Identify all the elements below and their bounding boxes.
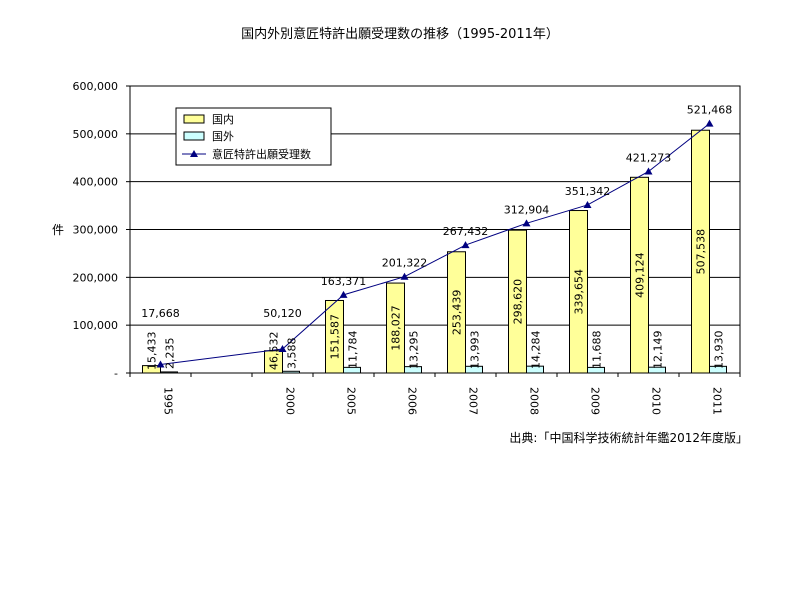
total-point-marker	[705, 119, 714, 127]
total-point-marker	[400, 272, 409, 280]
data-label-domestic: 409,124	[634, 252, 647, 298]
legend-label-total: 意匠特許出願受理数	[212, 147, 311, 161]
data-label-domestic: 46,532	[268, 332, 281, 371]
data-label-total: 351,342	[565, 185, 611, 198]
x-tick-label: 2008	[528, 387, 541, 415]
y-tick-label: 400,000	[73, 176, 119, 189]
y-tick-label: 600,000	[73, 80, 119, 93]
data-label-foreign: 14,284	[530, 331, 543, 370]
legend-label-foreign: 国外	[212, 130, 234, 143]
source-note: 出典:「中国科学技術統計年鑑2012年度版」	[509, 430, 748, 445]
legend: 国内 国外 意匠特許出願受理数	[175, 107, 332, 166]
data-label-domestic: 188,027	[390, 305, 403, 351]
data-label-total: 521,468	[687, 104, 733, 117]
total-point-marker	[461, 241, 470, 249]
data-label-total: 312,904	[504, 203, 550, 216]
data-label-foreign: 3,588	[286, 338, 299, 370]
data-label-domestic: 298,620	[512, 279, 525, 325]
data-label-foreign: 13,295	[408, 331, 421, 370]
data-label-domestic: 15,433	[146, 332, 159, 371]
total-point-marker	[339, 290, 348, 298]
y-tick-label: 300,000	[73, 224, 119, 237]
x-tick-label: 2006	[406, 387, 419, 415]
data-label-domestic: 339,654	[573, 269, 586, 315]
data-label-foreign: 13,930	[713, 331, 726, 370]
total-point-marker	[156, 360, 165, 368]
legend-marker-triangle-icon	[190, 150, 198, 157]
y-tick-label: 200,000	[73, 271, 119, 284]
data-label-total: 267,432	[443, 225, 489, 238]
total-point-marker	[583, 200, 592, 208]
x-tick-label: 2000	[284, 387, 297, 415]
data-label-foreign: 11,784	[347, 331, 360, 370]
x-tick-label: 1995	[162, 387, 175, 415]
x-tick-label: 2011	[711, 387, 724, 415]
data-label-foreign: 12,149	[652, 331, 665, 370]
data-label-domestic: 507,538	[695, 229, 708, 275]
data-label-total: 421,273	[626, 151, 672, 164]
x-tick-label: 2005	[345, 387, 358, 415]
y-tick-label: 100,000	[73, 319, 119, 332]
data-label-total: 17,668	[141, 307, 180, 320]
data-label-foreign: 11,688	[591, 331, 604, 370]
x-tick-label: 2009	[589, 387, 602, 415]
legend-swatch-foreign	[183, 131, 205, 141]
data-label-total: 201,322	[382, 257, 428, 270]
chart-title: 国内外別意匠特許出願受理数の推移（1995-2011年）	[241, 26, 559, 42]
y-tick-label: 500,000	[73, 128, 119, 141]
x-tick-label: 2010	[650, 387, 663, 415]
data-label-domestic: 151,587	[329, 314, 342, 360]
legend-label-domestic: 国内	[212, 112, 234, 126]
data-label-domestic: 253,439	[451, 290, 464, 336]
total-point-marker	[644, 167, 653, 175]
legend-swatch-domestic	[183, 114, 205, 124]
y-tick-label: -	[114, 367, 118, 380]
y-axis-label: 件	[52, 223, 64, 237]
total-point-marker	[522, 219, 531, 227]
data-label-total: 50,120	[263, 307, 302, 320]
data-label-foreign: 2,235	[164, 338, 177, 370]
x-tick-label: 2007	[467, 387, 480, 415]
data-label-total: 163,371	[321, 275, 367, 288]
total-point-marker	[278, 345, 287, 353]
data-label-foreign: 13,993	[469, 331, 482, 370]
